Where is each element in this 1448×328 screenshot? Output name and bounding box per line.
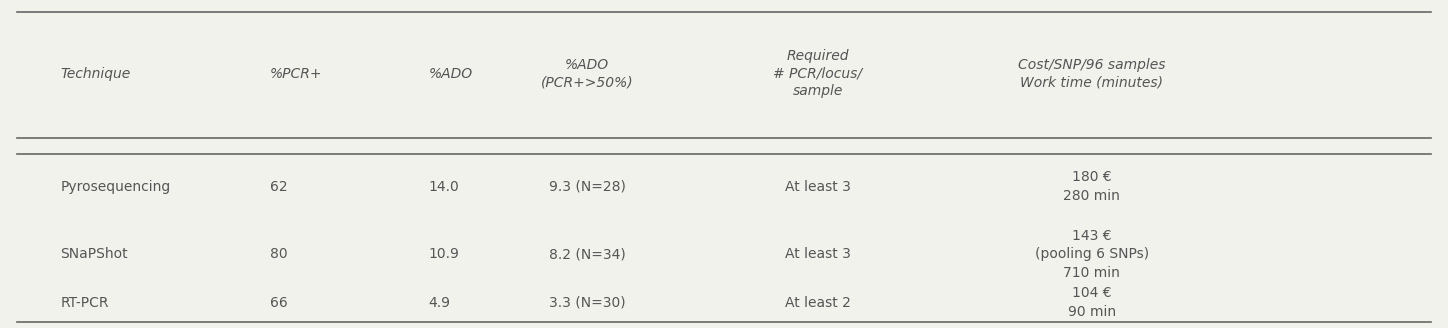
Text: Pyrosequencing: Pyrosequencing — [61, 179, 171, 194]
Text: At least 2: At least 2 — [785, 296, 850, 310]
Text: 3.3 (N=30): 3.3 (N=30) — [549, 296, 626, 310]
Text: Required
# PCR/locus/
sample: Required # PCR/locus/ sample — [773, 50, 862, 98]
Text: RT-PCR: RT-PCR — [61, 296, 109, 310]
Text: 10.9: 10.9 — [429, 247, 459, 261]
Text: 8.2 (N=34): 8.2 (N=34) — [549, 247, 626, 261]
Text: 9.3 (N=28): 9.3 (N=28) — [549, 179, 626, 194]
Text: 80: 80 — [269, 247, 287, 261]
Text: At least 3: At least 3 — [785, 247, 850, 261]
Text: 4.9: 4.9 — [429, 296, 450, 310]
Text: At least 3: At least 3 — [785, 179, 850, 194]
Text: 180 €
280 min: 180 € 280 min — [1063, 170, 1121, 203]
Text: %ADO
(PCR+>50%): %ADO (PCR+>50%) — [540, 58, 633, 89]
Text: %ADO: %ADO — [429, 67, 472, 81]
Text: 143 €
(pooling 6 SNPs)
710 min: 143 € (pooling 6 SNPs) 710 min — [1035, 229, 1148, 280]
Text: %PCR+: %PCR+ — [269, 67, 321, 81]
Text: Technique: Technique — [61, 67, 130, 81]
Text: SNaPShot: SNaPShot — [61, 247, 127, 261]
Text: 66: 66 — [269, 296, 287, 310]
Text: Cost/SNP/96 samples
Work time (minutes): Cost/SNP/96 samples Work time (minutes) — [1018, 58, 1166, 89]
Text: 62: 62 — [269, 179, 287, 194]
Text: 104 €
90 min: 104 € 90 min — [1067, 286, 1116, 319]
Text: 14.0: 14.0 — [429, 179, 459, 194]
